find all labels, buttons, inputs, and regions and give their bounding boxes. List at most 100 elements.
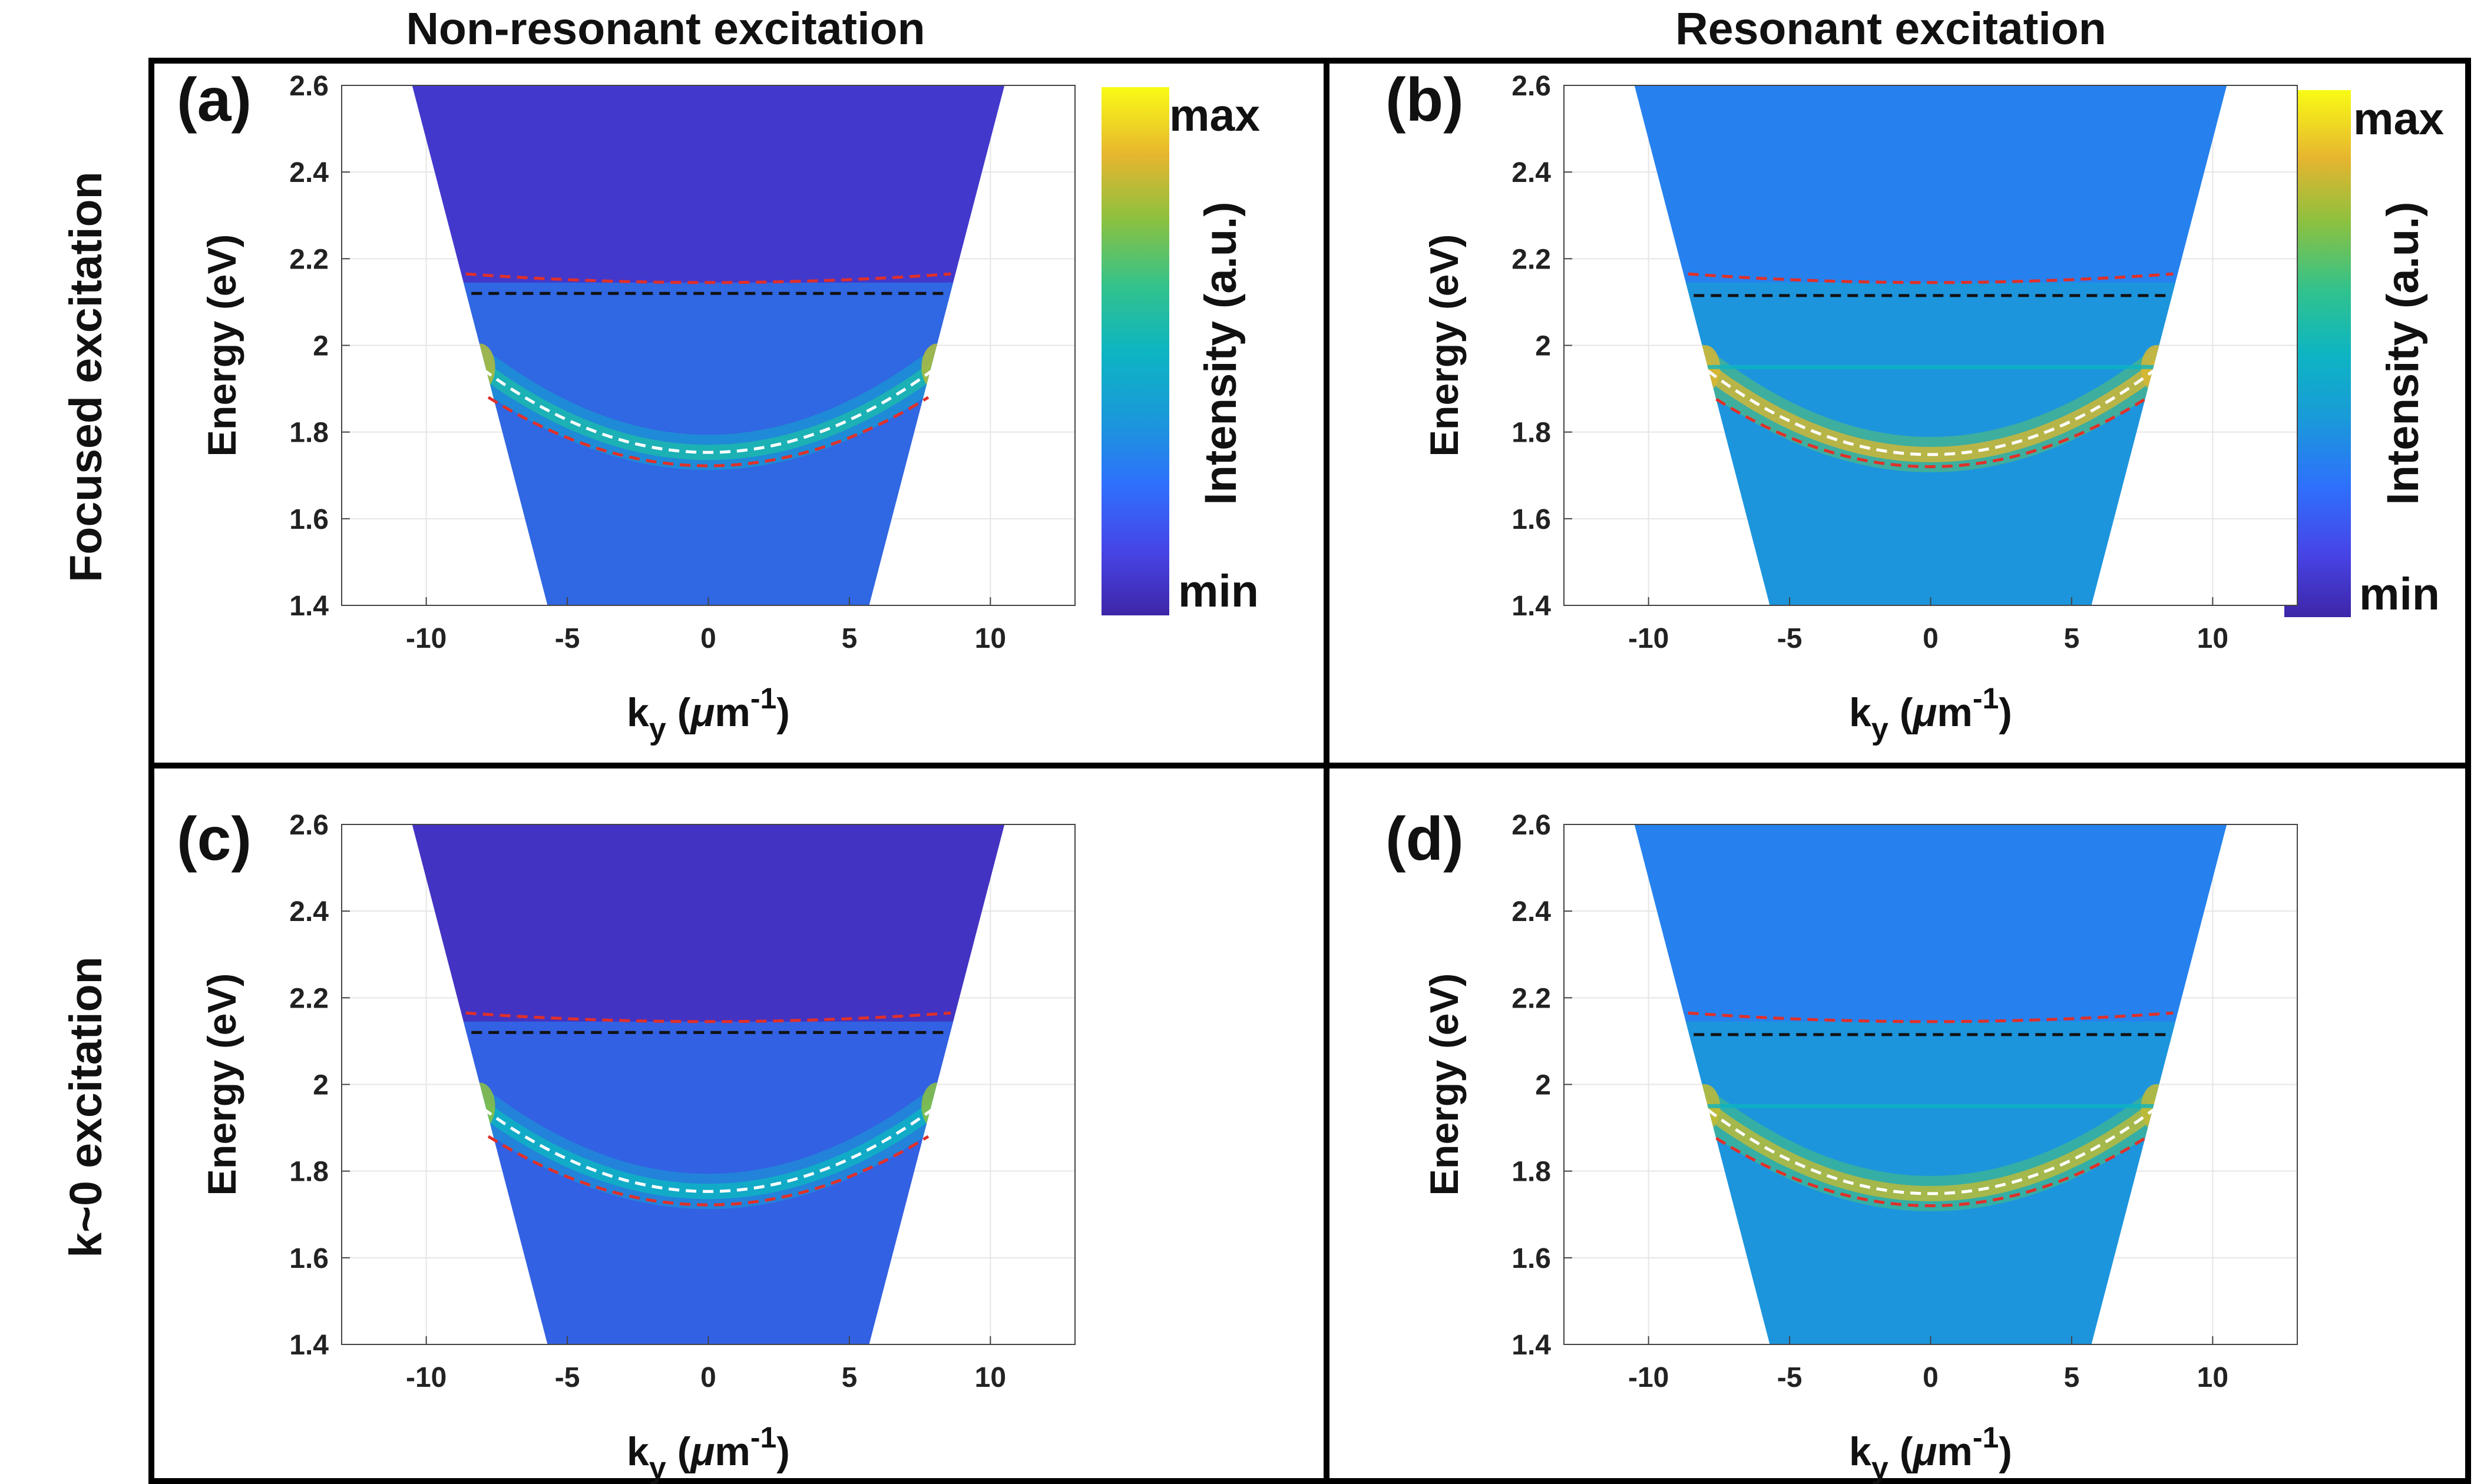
x-axis-label-mu: μ <box>689 690 715 735</box>
y-tick-label: 1.8 <box>1511 1157 1551 1188</box>
x-axis-label-sup: -1 <box>1973 1421 1999 1454</box>
panel-label: (c) <box>177 805 252 873</box>
x-axis-label-k: k <box>1849 690 1871 735</box>
y-tick-label: 1.4 <box>1511 1330 1551 1361</box>
y-tick-label: 2 <box>313 1070 329 1101</box>
column-title-resonant: Resonant excitation <box>1675 4 2106 54</box>
x-axis-label-open: ( <box>666 1429 691 1474</box>
panel-c: -10 -5 0 5 10 1.4 1.6 1.8 2 2.2 2.4 2.6 ky (μm-1) Ene… <box>177 805 1076 1484</box>
panel-label: (a) <box>177 66 252 134</box>
colorbar-min-label: min <box>1178 566 1259 617</box>
column-title-nonresonant: Non-resonant excitation <box>406 4 925 54</box>
x-tick-label: -10 <box>406 623 446 654</box>
y-tick-label: 1.6 <box>289 504 329 535</box>
y-tick-label: 1.6 <box>289 1243 329 1274</box>
y-tick-label: 2.2 <box>289 983 329 1014</box>
x-axis-label-k: k <box>627 690 649 735</box>
x-axis-label-sub: y <box>649 1451 666 1484</box>
x-axis-label-unit: m <box>1937 690 1972 735</box>
curve-red-upper <box>1688 272 2174 284</box>
curve-red-lower <box>487 396 930 468</box>
curve-white-parabola <box>481 367 935 454</box>
y-tick-label: 1.8 <box>289 1157 329 1188</box>
curve-white-parabola <box>481 1107 935 1193</box>
panel-label: (d) <box>1385 805 1464 873</box>
x-tick-label: 5 <box>2064 623 2080 654</box>
colorbar-nonresonant: max min Intensity (a.u.) <box>1102 87 1260 617</box>
x-axis-label-sup: -1 <box>750 1421 776 1454</box>
curve-red-lower <box>487 1135 930 1207</box>
curve-white-parabola <box>1706 369 2155 456</box>
y-tick-label: 1.4 <box>289 591 329 622</box>
panel-label: (b) <box>1385 66 1464 134</box>
curve-red-upper <box>465 1011 951 1023</box>
x-axis-label-close: ) <box>776 1429 790 1474</box>
y-tick-label: 1.8 <box>1511 418 1551 449</box>
x-axis-label-close: ) <box>1999 1429 2012 1474</box>
x-tick-label: -10 <box>1628 623 1669 654</box>
x-axis-label-unit: m <box>715 690 750 735</box>
x-axis-label-sub: y <box>1871 1451 1888 1484</box>
y-axis-label: Energy (eV) <box>200 973 244 1196</box>
y-axis-label: Energy (eV) <box>1422 234 1467 457</box>
x-tick-label: 10 <box>2197 623 2228 654</box>
x-tick-label: 0 <box>700 1362 716 1393</box>
x-tick-label: -5 <box>1777 1362 1802 1393</box>
colorbar-label: Intensity (a.u.) <box>2378 201 2428 505</box>
curve-white-parabola <box>1706 1108 2155 1195</box>
x-axis-label-close: ) <box>1999 690 2012 735</box>
panel-d: -10 -5 0 5 10 1.4 1.6 1.8 2 2.2 2.4 2.6 ky (μm-1) Ene… <box>1385 805 2298 1484</box>
y-tick-label: 2.4 <box>289 896 329 928</box>
y-axis-label: Energy (eV) <box>1422 973 1467 1196</box>
colorbar-min-label: min <box>2359 569 2440 620</box>
y-tick-label: 2.2 <box>1511 983 1551 1014</box>
x-axis-label-mu: μ <box>689 1429 715 1474</box>
x-tick-label: 10 <box>2197 1362 2228 1393</box>
colorbar-max-label: max <box>2353 94 2444 144</box>
x-axis-label-open: ( <box>666 690 691 735</box>
y-tick-label: 2 <box>1535 1070 1551 1101</box>
x-axis-label-sub: y <box>649 712 666 746</box>
colorbar-label: Intensity (a.u.) <box>1196 201 1246 505</box>
x-tick-label: -5 <box>1777 623 1802 654</box>
x-tick-label: 5 <box>842 623 858 654</box>
curve-red-lower <box>1715 398 2146 469</box>
x-tick-label: 0 <box>1923 623 1939 654</box>
y-tick-label: 1.4 <box>289 1330 329 1361</box>
curve-red-upper <box>1688 1011 2174 1023</box>
x-axis-label-open: ( <box>1888 1429 1913 1474</box>
y-tick-label: 1.6 <box>1511 504 1551 535</box>
y-tick-label: 2.6 <box>289 810 329 841</box>
y-axis-label: Energy (eV) <box>200 234 244 457</box>
panel-b: -10 -5 0 5 10 1.4 1.6 1.8 2 2.2 2.4 2.6 ky (μm-1) Ene… <box>1385 66 2298 746</box>
x-tick-label: 5 <box>2064 1362 2080 1393</box>
colorbar-max-label: max <box>1169 90 1260 141</box>
y-tick-label: 2.4 <box>289 157 329 188</box>
y-tick-label: 1.8 <box>289 418 329 449</box>
x-axis-label-mu: μ <box>1911 1429 1937 1474</box>
row-title-focused: Focused excitation <box>61 171 111 582</box>
panel-frame-d <box>1324 763 2471 1484</box>
y-tick-label: 2 <box>1535 331 1551 362</box>
x-axis-label-sub: y <box>1871 712 1888 746</box>
x-tick-label: 0 <box>1923 1362 1939 1393</box>
x-axis-label-unit: m <box>715 1429 750 1474</box>
panel-a: -10 -5 0 5 10 1.4 1.6 1.8 2 2.2 2.4 2.6 ky (μm-1) Ene… <box>177 66 1076 746</box>
y-tick-label: 2.6 <box>1511 810 1551 841</box>
x-tick-label: 10 <box>975 623 1006 654</box>
colorbar-gradient <box>1102 87 1169 615</box>
x-axis-label-open: ( <box>1888 690 1913 735</box>
y-tick-label: 1.4 <box>1511 591 1551 622</box>
colorbar-resonant: max min Intensity (a.u.) <box>2284 90 2444 620</box>
x-tick-label: 0 <box>700 623 716 654</box>
x-axis-label-k: k <box>1849 1429 1871 1474</box>
x-axis-label: ky (μm-1) <box>627 682 790 746</box>
x-tick-label: -10 <box>1628 1362 1669 1393</box>
y-tick-label: 2.2 <box>289 244 329 275</box>
y-tick-label: 2.4 <box>1511 157 1551 188</box>
x-axis-label-mu: μ <box>1911 690 1937 735</box>
x-axis-label-unit: m <box>1937 1429 1972 1474</box>
y-tick-label: 2.2 <box>1511 244 1551 275</box>
x-axis-label-sup: -1 <box>1973 682 1999 715</box>
